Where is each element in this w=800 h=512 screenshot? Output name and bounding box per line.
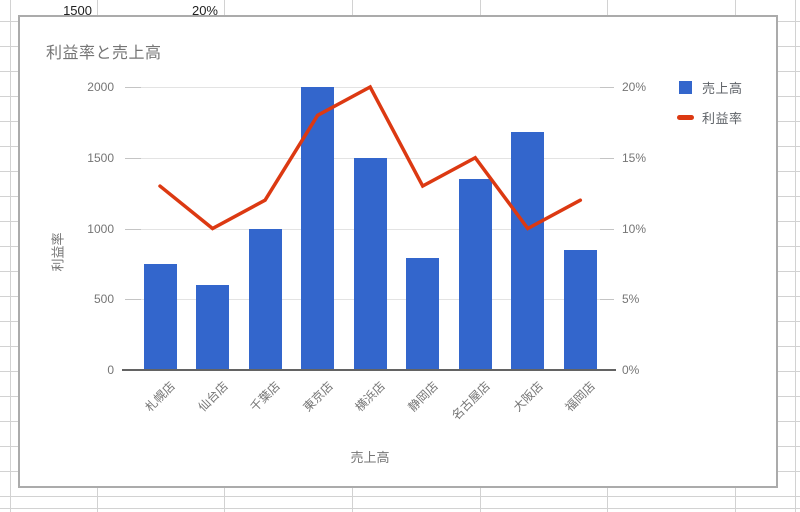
right-axis-tick-10%: 10% [622,221,647,236]
bar-横浜店[interactable] [353,157,387,370]
right-axis-tick-5%: 5% [622,292,640,307]
bar-静岡店[interactable] [406,258,440,370]
right-tick-mark [600,299,614,301]
right-axis-tick-20%: 20% [622,80,647,94]
x-axis-baseline [122,369,616,371]
profit-rate-line[interactable] [127,84,614,370]
left-axis-tick-1500: 1500 [87,150,114,165]
sheet-cell-20pct[interactable]: 20% [191,3,218,18]
bar-名古屋店[interactable] [458,178,492,370]
right-tick-mark [600,228,614,230]
profit-rate-polyline [158,84,583,231]
legend-label-profit-rate: 利益率 [702,110,743,126]
right-axis-tick-15%: 15% [622,150,647,165]
right-tick-mark [600,87,614,88]
left-tick-mark [125,157,141,159]
bar-札幌店[interactable] [143,263,177,370]
sheet-cell-1500[interactable]: 1500 [63,3,92,18]
bar-福岡店[interactable] [563,249,597,370]
left-tick-mark [125,299,141,301]
left-axis-tick-0: 0 [107,363,114,377]
left-axis-title: 利益率 [50,232,66,272]
profit-line-swatch-icon [677,114,694,120]
right-axis-tick-0%: 0% [622,363,640,377]
left-axis-tick-500: 500 [93,292,114,307]
chart-card[interactable]: 利益率と売上高 売上高 利益率 0 500 1000 1500 2000 0% 5% 10%… [18,15,778,488]
sheet-row-border [0,508,800,509]
right-tick-mark [600,157,614,159]
bar-仙台店[interactable] [196,285,230,370]
left-axis-tick-2000: 2000 [87,80,114,94]
sheet-column-border [795,0,796,512]
bar-千葉店[interactable] [248,228,282,370]
left-tick-mark [125,87,141,88]
chart-title: 利益率と売上高 [46,45,162,62]
sheet-column-border [10,0,11,512]
legend-item-sales[interactable]: 売上高 [679,79,743,96]
left-tick-mark [125,228,141,230]
sales-series-swatch-icon [679,80,692,94]
bar-大阪店[interactable] [511,132,545,370]
left-axis-tick-1000: 1000 [87,221,114,236]
x-axis-title: 売上高 [350,450,390,465]
plot-area [122,84,616,371]
sheet-row-border [0,496,800,497]
legend-item-profit-rate[interactable]: 利益率 [677,109,743,126]
legend-label-sales: 売上高 [702,80,743,96]
